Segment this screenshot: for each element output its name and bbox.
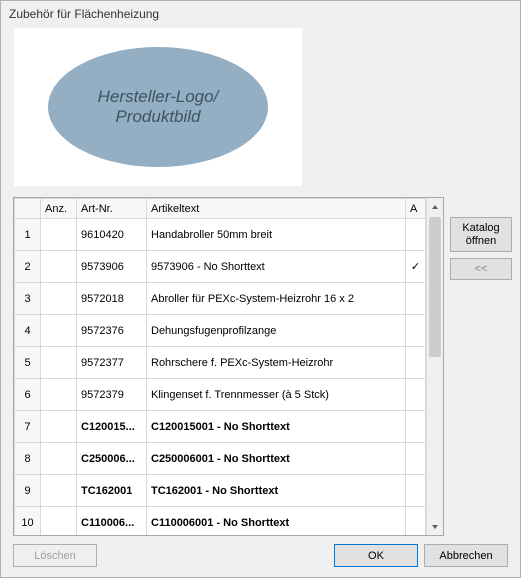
header-artikeltext[interactable]: Artikeltext — [147, 199, 406, 219]
scroll-up-icon[interactable] — [427, 198, 443, 215]
cell-artikeltext[interactable]: 9573906 - No Shorttext — [147, 251, 406, 283]
cell-artikeltext[interactable]: TC162001 - No Shorttext — [147, 475, 406, 507]
header-a[interactable]: A — [406, 199, 426, 219]
cell-a[interactable] — [406, 507, 426, 536]
cell-anz[interactable] — [41, 251, 77, 283]
accessories-table[interactable]: Anz. Art-Nr. Artikeltext A 1 9610420Handa… — [13, 197, 444, 536]
cell-artnr[interactable]: C250006... — [77, 443, 147, 475]
cell-rownum: 9 — [15, 475, 41, 507]
table-row[interactable]: 9 TC162001TC162001 - No Shorttext — [15, 475, 426, 507]
cancel-button[interactable]: Abbrechen — [424, 544, 508, 567]
table-row[interactable]: 4 9572376Dehungsfugenprofilzange — [15, 315, 426, 347]
cancel-label: Abbrechen — [439, 550, 492, 562]
table-row[interactable]: 8 C250006...C250006001 - No Shorttext — [15, 443, 426, 475]
cell-anz[interactable] — [41, 475, 77, 507]
cell-artikeltext[interactable]: C110006001 - No Shorttext — [147, 507, 406, 536]
table-row[interactable]: 3 9572018Abroller für PEXc-System-Heizroh… — [15, 283, 426, 315]
table-row[interactable]: 10 C110006...C110006001 - No Shorttext — [15, 507, 426, 536]
dialog-window: Zubehör für Flächenheizung Hersteller-Lo… — [0, 0, 521, 578]
cell-a[interactable]: ✓ — [406, 251, 426, 283]
cell-artnr[interactable]: 9573906 — [77, 251, 147, 283]
cell-a[interactable] — [406, 283, 426, 315]
open-catalog-line2: öffnen — [466, 235, 496, 247]
cell-anz[interactable] — [41, 315, 77, 347]
cell-a[interactable] — [406, 315, 426, 347]
product-image-area: Hersteller-Logo/ Produktbild — [13, 27, 303, 187]
vertical-scrollbar[interactable] — [426, 198, 443, 535]
table-row[interactable]: 2 95739069573906 - No Shorttext✓ — [15, 251, 426, 283]
open-catalog-line1: Katalog — [462, 222, 499, 234]
cell-anz[interactable] — [41, 507, 77, 536]
table-row[interactable]: 6 9572379Klingenset f. Trennmesser (à 5 S… — [15, 379, 426, 411]
cell-artnr[interactable]: C120015... — [77, 411, 147, 443]
ok-button[interactable]: OK — [334, 544, 418, 567]
cell-a[interactable] — [406, 443, 426, 475]
back-label: << — [475, 263, 488, 276]
cell-artnr[interactable]: 9572377 — [77, 347, 147, 379]
cell-artnr[interactable]: C110006... — [77, 507, 147, 536]
header-artnr[interactable]: Art-Nr. — [77, 199, 147, 219]
table-row[interactable]: 1 9610420Handabroller 50mm breit — [15, 219, 426, 251]
cell-anz[interactable] — [41, 347, 77, 379]
placeholder-logo: Hersteller-Logo/ Produktbild — [48, 47, 268, 167]
cell-artnr[interactable]: 9610420 — [77, 219, 147, 251]
cell-anz[interactable] — [41, 283, 77, 315]
cell-anz[interactable] — [41, 379, 77, 411]
table-row[interactable]: 5 9572377Rohrschere f. PEXc-System-Heizro… — [15, 347, 426, 379]
cell-rownum: 7 — [15, 411, 41, 443]
cell-artikeltext[interactable]: Rohrschere f. PEXc-System-Heizrohr — [147, 347, 406, 379]
window-title: Zubehör für Flächenheizung — [1, 1, 520, 27]
cell-artikeltext[interactable]: Klingenset f. Trennmesser (à 5 Stck) — [147, 379, 406, 411]
cell-anz[interactable] — [41, 443, 77, 475]
cell-artnr[interactable]: 9572018 — [77, 283, 147, 315]
cell-a[interactable] — [406, 411, 426, 443]
cell-artikeltext[interactable]: C120015001 - No Shorttext — [147, 411, 406, 443]
cell-rownum: 4 — [15, 315, 41, 347]
cell-artikeltext[interactable]: C250006001 - No Shorttext — [147, 443, 406, 475]
cell-rownum: 6 — [15, 379, 41, 411]
placeholder-line2: Produktbild — [115, 107, 200, 126]
cell-a[interactable] — [406, 379, 426, 411]
placeholder-line1: Hersteller-Logo/ — [98, 87, 219, 106]
cell-artikeltext[interactable]: Abroller für PEXc-System-Heizrohr 16 x 2 — [147, 283, 406, 315]
table-row[interactable]: 7 C120015...C120015001 - No Shorttext — [15, 411, 426, 443]
cell-artikeltext[interactable]: Dehungsfugenprofilzange — [147, 315, 406, 347]
cell-artnr[interactable]: 9572379 — [77, 379, 147, 411]
scroll-track[interactable] — [427, 215, 443, 518]
ok-label: OK — [368, 550, 384, 562]
header-rownum — [15, 199, 41, 219]
cell-a[interactable] — [406, 475, 426, 507]
cell-artikeltext[interactable]: Handabroller 50mm breit — [147, 219, 406, 251]
scroll-thumb[interactable] — [429, 217, 441, 357]
cell-rownum: 2 — [15, 251, 41, 283]
table-header-row: Anz. Art-Nr. Artikeltext A — [15, 199, 426, 219]
cell-rownum: 5 — [15, 347, 41, 379]
cell-rownum: 1 — [15, 219, 41, 251]
header-anz[interactable]: Anz. — [41, 199, 77, 219]
cell-rownum: 10 — [15, 507, 41, 536]
cell-anz[interactable] — [41, 411, 77, 443]
delete-button[interactable]: Löschen — [13, 544, 97, 567]
cell-a[interactable] — [406, 219, 426, 251]
cell-a[interactable] — [406, 347, 426, 379]
cell-artnr[interactable]: 9572376 — [77, 315, 147, 347]
cell-anz[interactable] — [41, 219, 77, 251]
scroll-down-icon[interactable] — [427, 518, 443, 535]
back-button[interactable]: << — [450, 258, 512, 280]
cell-rownum: 8 — [15, 443, 41, 475]
delete-label: Löschen — [34, 550, 76, 562]
cell-rownum: 3 — [15, 283, 41, 315]
open-catalog-button[interactable]: Katalog öffnen — [450, 217, 512, 252]
cell-artnr[interactable]: TC162001 — [77, 475, 147, 507]
